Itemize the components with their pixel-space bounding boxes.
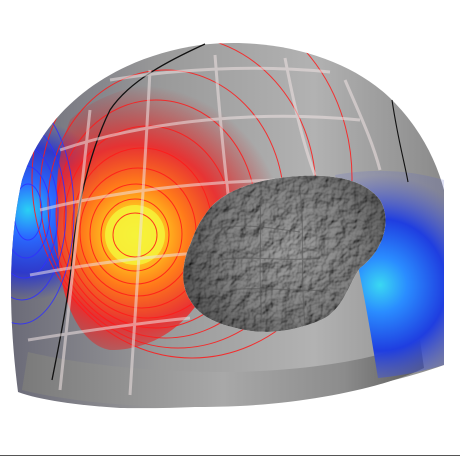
bottom-border-line xyxy=(0,455,460,456)
hot-region xyxy=(56,80,308,350)
shell-rim xyxy=(22,340,424,408)
potential-map xyxy=(11,80,308,350)
brain-surface xyxy=(183,175,386,332)
